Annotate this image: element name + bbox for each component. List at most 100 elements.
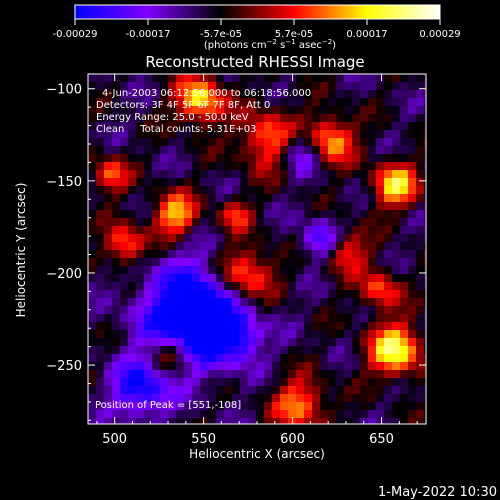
heatmap-cell: [200, 402, 208, 410]
heatmap-cell: [424, 330, 426, 338]
heatmap-cell: [272, 386, 280, 394]
heatmap-cell: [112, 418, 120, 424]
heatmap-cell: [304, 418, 312, 424]
heatmap-cell: [296, 138, 304, 146]
heatmap-cell: [192, 322, 200, 330]
heatmap-cell: [96, 106, 104, 114]
heatmap-cell: [344, 138, 352, 146]
heatmap-cell: [416, 154, 424, 162]
heatmap-cell: [112, 138, 120, 146]
heatmap-cell: [104, 346, 112, 354]
heatmap-cell: [344, 74, 352, 82]
heatmap-cell: [104, 138, 112, 146]
heatmap-cell: [128, 226, 136, 234]
heatmap-cell: [224, 242, 232, 250]
heatmap-cell: [216, 130, 224, 138]
heatmap-cell: [200, 162, 208, 170]
heatmap-cell: [208, 114, 216, 122]
heatmap-cell: [400, 362, 408, 370]
heatmap-cell: [240, 282, 248, 290]
heatmap-cell: [192, 258, 200, 266]
heatmap-cell: [144, 274, 152, 282]
heatmap-cell: [232, 338, 240, 346]
heatmap-cell: [208, 314, 216, 322]
heatmap-cell: [152, 378, 160, 386]
heatmap-cell: [288, 402, 296, 410]
heatmap-cell: [176, 418, 184, 424]
heatmap-cell: [256, 226, 264, 234]
heatmap-cell: [344, 122, 352, 130]
heatmap-cell: [288, 242, 296, 250]
heatmap-cell: [288, 122, 296, 130]
heatmap-cell: [264, 386, 272, 394]
heatmap-cell: [312, 178, 320, 186]
heatmap-cell: [184, 162, 192, 170]
heatmap-cell: [368, 162, 376, 170]
heatmap-cell: [400, 386, 408, 394]
heatmap-cell: [176, 402, 184, 410]
heatmap-cell: [408, 98, 416, 106]
heatmap-cell: [408, 122, 416, 130]
heatmap-cell: [384, 154, 392, 162]
y-tick-label: −250: [46, 359, 82, 374]
heatmap-cell: [280, 394, 288, 402]
heatmap-cell: [120, 258, 128, 266]
heatmap-cell: [152, 226, 160, 234]
heatmap-cell: [152, 354, 160, 362]
heatmap-cell: [216, 282, 224, 290]
heatmap-cell: [144, 290, 152, 298]
heatmap-cell: [232, 146, 240, 154]
heatmap-cell: [152, 266, 160, 274]
heatmap-cell: [416, 186, 424, 194]
heatmap-cell: [256, 98, 264, 106]
heatmap-cell: [216, 226, 224, 234]
heatmap-cell: [296, 402, 304, 410]
heatmap-cell: [248, 106, 256, 114]
heatmap-cell: [408, 154, 416, 162]
heatmap-cell: [168, 210, 176, 218]
heatmap-cell: [224, 250, 232, 258]
heatmap-cell: [360, 298, 368, 306]
heatmap-cell: [248, 202, 256, 210]
heatmap-cell: [336, 354, 344, 362]
heatmap-cell: [112, 298, 120, 306]
heatmap-cell: [120, 418, 128, 424]
heatmap-cell: [216, 250, 224, 258]
heatmap-cell: [96, 370, 104, 378]
heatmap-cell: [352, 186, 360, 194]
heatmap-cell: [224, 82, 232, 90]
heatmap-cell: [152, 330, 160, 338]
heatmap-cell: [192, 154, 200, 162]
heatmap-cell: [392, 170, 400, 178]
heatmap-cell: [128, 386, 136, 394]
heatmap-cell: [424, 74, 426, 82]
heatmap-cell: [360, 330, 368, 338]
heatmap-cell: [264, 370, 272, 378]
heatmap-cell: [208, 154, 216, 162]
heatmap-cell: [200, 202, 208, 210]
heatmap-cell: [256, 330, 264, 338]
heatmap-cell: [168, 146, 176, 154]
heatmap-cell: [112, 338, 120, 346]
heatmap-cell: [168, 186, 176, 194]
heatmap-cell: [408, 306, 416, 314]
heatmap-cell: [160, 82, 168, 90]
heatmap-cell: [408, 138, 416, 146]
heatmap-cell: [400, 306, 408, 314]
heatmap-cell: [408, 394, 416, 402]
heatmap-cell: [168, 234, 176, 242]
heatmap-cell: [416, 362, 424, 370]
heatmap-cell: [368, 170, 376, 178]
heatmap-cell: [120, 226, 128, 234]
heatmap-cell: [208, 410, 216, 418]
heatmap-cell: [200, 378, 208, 386]
heatmap-cell: [232, 290, 240, 298]
heatmap-cell: [368, 290, 376, 298]
heatmap-cell: [160, 282, 168, 290]
heatmap-cell: [168, 122, 176, 130]
heatmap-cell: [424, 354, 426, 362]
heatmap-cell: [264, 314, 272, 322]
heatmap-cell: [104, 386, 112, 394]
heatmap-cell: [368, 386, 376, 394]
heatmap-cell: [208, 250, 216, 258]
